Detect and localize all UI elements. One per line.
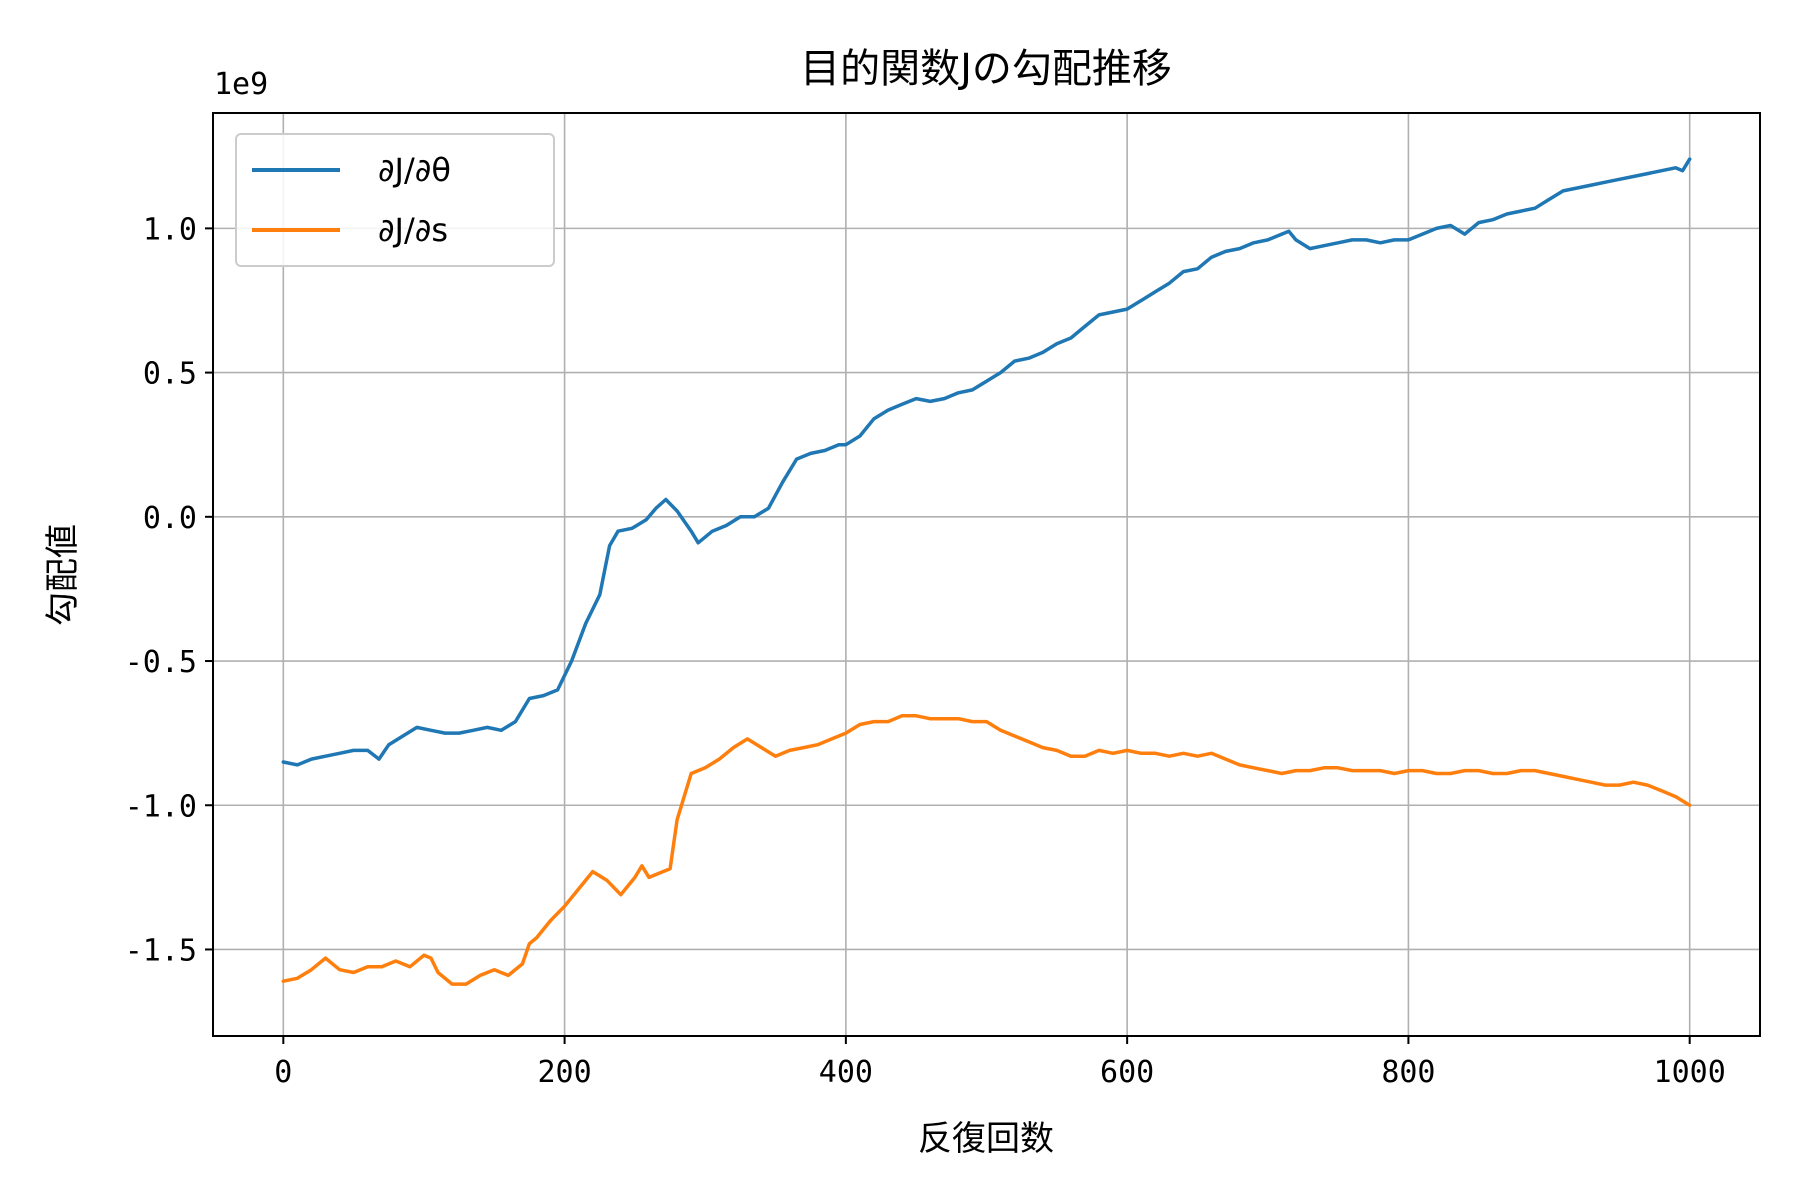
x-tick-label: 800 xyxy=(1381,1055,1435,1090)
offset-label: 1e9 xyxy=(214,67,268,102)
y-tick-label: 0.0 xyxy=(143,501,197,536)
x-tick-label: 0 xyxy=(274,1055,292,1090)
x-axis-ticks: 0 200 400 600 800 1000 xyxy=(274,1036,1726,1090)
grid xyxy=(213,113,1760,1036)
y-tick-label: -1.0 xyxy=(125,789,197,824)
x-tick-label: 600 xyxy=(1100,1055,1154,1090)
x-tick-label: 400 xyxy=(819,1055,873,1090)
series-line-0 xyxy=(281,157,1692,767)
series-line-1 xyxy=(281,714,1692,986)
x-tick-label: 1000 xyxy=(1654,1055,1726,1090)
legend: ∂J/∂θ ∂J/∂s xyxy=(235,133,555,267)
plot-frame xyxy=(212,112,1761,1037)
x-axis-title: 反復回数 xyxy=(918,1119,1054,1159)
x-tick-label: 200 xyxy=(537,1055,591,1090)
y-tick-label: 1.0 xyxy=(143,212,197,247)
legend-label-series-0: ∂J/∂θ xyxy=(378,151,451,189)
y-tick-label: -1.5 xyxy=(125,933,197,968)
y-axis-title: 勾配値 xyxy=(43,524,83,626)
y-tick-label: -0.5 xyxy=(125,645,197,680)
y-axis-ticks: -1.5 -1.0 -0.5 0.0 0.5 1.0 xyxy=(125,212,213,968)
y-tick-label: 0.5 xyxy=(143,357,197,392)
plot-lines xyxy=(281,157,1692,986)
legend-box xyxy=(235,133,555,267)
chart-title: 目的関数Jの勾配推移 xyxy=(800,46,1172,92)
legend-label-series-1: ∂J/∂s xyxy=(378,211,448,249)
